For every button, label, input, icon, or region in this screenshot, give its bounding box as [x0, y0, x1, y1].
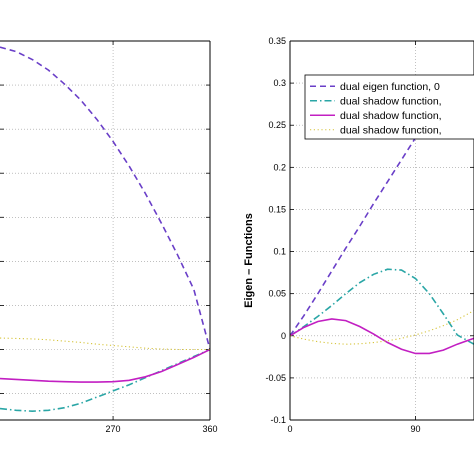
y-tick-label: 0.15 — [268, 204, 286, 214]
legend-label-3: dual shadow function, — [340, 110, 442, 122]
series-line-1 — [0, 46, 210, 350]
y-tick-label: 0 — [281, 331, 286, 341]
series-line-4 — [0, 337, 210, 351]
legend-label-4: dual shadow function, — [340, 125, 442, 137]
y-tick-label: 0.05 — [268, 289, 286, 299]
series-line-4 — [290, 310, 474, 345]
y-tick-label: 0.35 — [268, 36, 286, 46]
right-chart-panel: -0.1 -0.05 0 0.05 0.1 0.15 0.2 0.25 0.3 0.35 0 90 Ei… — [243, 36, 474, 434]
series-line-2 — [290, 268, 474, 345]
series-line-3 — [290, 318, 474, 355]
x-tick-label: 0 — [287, 424, 292, 434]
series-line-1 — [290, 116, 431, 337]
series-lines — [0, 46, 210, 412]
x-tick-label: 270 — [106, 424, 121, 434]
x-tick-label: 360 — [202, 424, 217, 434]
series-line-2 — [0, 348, 210, 412]
y-tick-label: -0.1 — [270, 415, 286, 425]
y-tick-label: 0.1 — [273, 247, 286, 257]
left-chart-panel: 270 360 — [0, 40, 218, 434]
legend-label-1: dual eigen function, 0 — [340, 81, 440, 93]
series-line-3 — [0, 348, 210, 383]
series-lines — [290, 116, 474, 355]
legend: dual eigen function, 0 dual shadow functi… — [304, 74, 474, 140]
y-tick-label: 0.3 — [273, 78, 286, 88]
y-tick-label: -0.05 — [265, 373, 286, 383]
x-tick-label: 90 — [410, 424, 420, 434]
axes-frame — [289, 40, 474, 421]
axes-frame — [0, 40, 211, 421]
y-tick-label: 0.25 — [268, 120, 286, 130]
y-tick-label: 0.2 — [273, 162, 286, 172]
y-axis-title: Eigen – Functions — [243, 213, 255, 308]
legend-label-2: dual shadow function, — [340, 96, 442, 108]
